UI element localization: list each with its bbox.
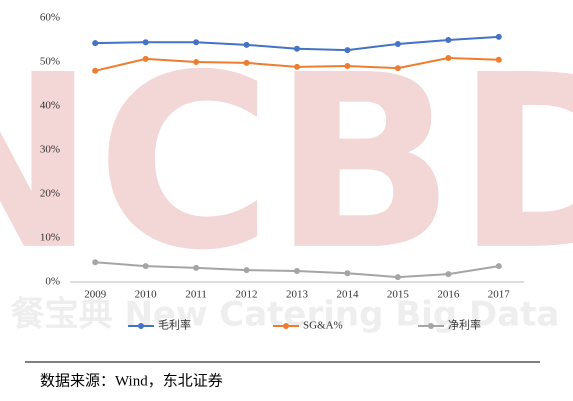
point [445, 55, 452, 62]
point [394, 40, 401, 47]
source: 数据来源：Wind，东北证券 [40, 372, 223, 389]
point [142, 263, 149, 270]
point [344, 47, 351, 54]
x-tick-label: 2015 [387, 289, 410, 301]
y-tick-label: 40% [40, 100, 60, 112]
point [445, 37, 452, 43]
y-tick-label: 30% [40, 144, 60, 156]
point [495, 56, 502, 63]
x-tick-label: 2012 [236, 289, 258, 301]
x-tick-label: 2011 [185, 289, 207, 301]
point [294, 45, 300, 52]
point [294, 268, 300, 274]
point [394, 274, 401, 281]
point [243, 41, 250, 48]
y-tick-label: 60% [40, 12, 60, 24]
x-tick-label: 2010 [135, 289, 158, 301]
point [344, 270, 351, 277]
x-tick-label: 2013 [286, 289, 309, 301]
watermark: NCBD [0, 23, 573, 303]
legend-swatch [138, 323, 144, 329]
y-tick-label: 0% [45, 276, 60, 288]
point [344, 62, 351, 69]
point [193, 59, 200, 65]
y-tick-label: 10% [40, 232, 60, 244]
y-tick-label: 50% [40, 56, 60, 68]
x-tick-label: 2017 [488, 289, 511, 301]
point [294, 63, 300, 70]
point [243, 267, 250, 274]
x-tick-label: 2014 [336, 289, 359, 301]
point [193, 39, 200, 46]
point [243, 59, 250, 66]
point [92, 67, 99, 74]
point [495, 263, 502, 270]
point [445, 271, 452, 278]
point [142, 55, 149, 62]
point [394, 65, 401, 72]
legend-label: SG&A% [303, 320, 343, 332]
point [495, 33, 502, 40]
legend-label: 净利率 [448, 318, 481, 332]
point [92, 40, 99, 47]
point [193, 264, 200, 271]
legend-swatch [283, 323, 289, 329]
y-tick-label: 20% [40, 188, 60, 200]
point [92, 259, 99, 266]
legend-label: 毛利率 [158, 318, 191, 332]
legend-swatch [428, 323, 434, 329]
x-tick-label: 2016 [437, 289, 460, 301]
point [142, 39, 149, 46]
x-tick-label: 2009 [84, 289, 107, 301]
